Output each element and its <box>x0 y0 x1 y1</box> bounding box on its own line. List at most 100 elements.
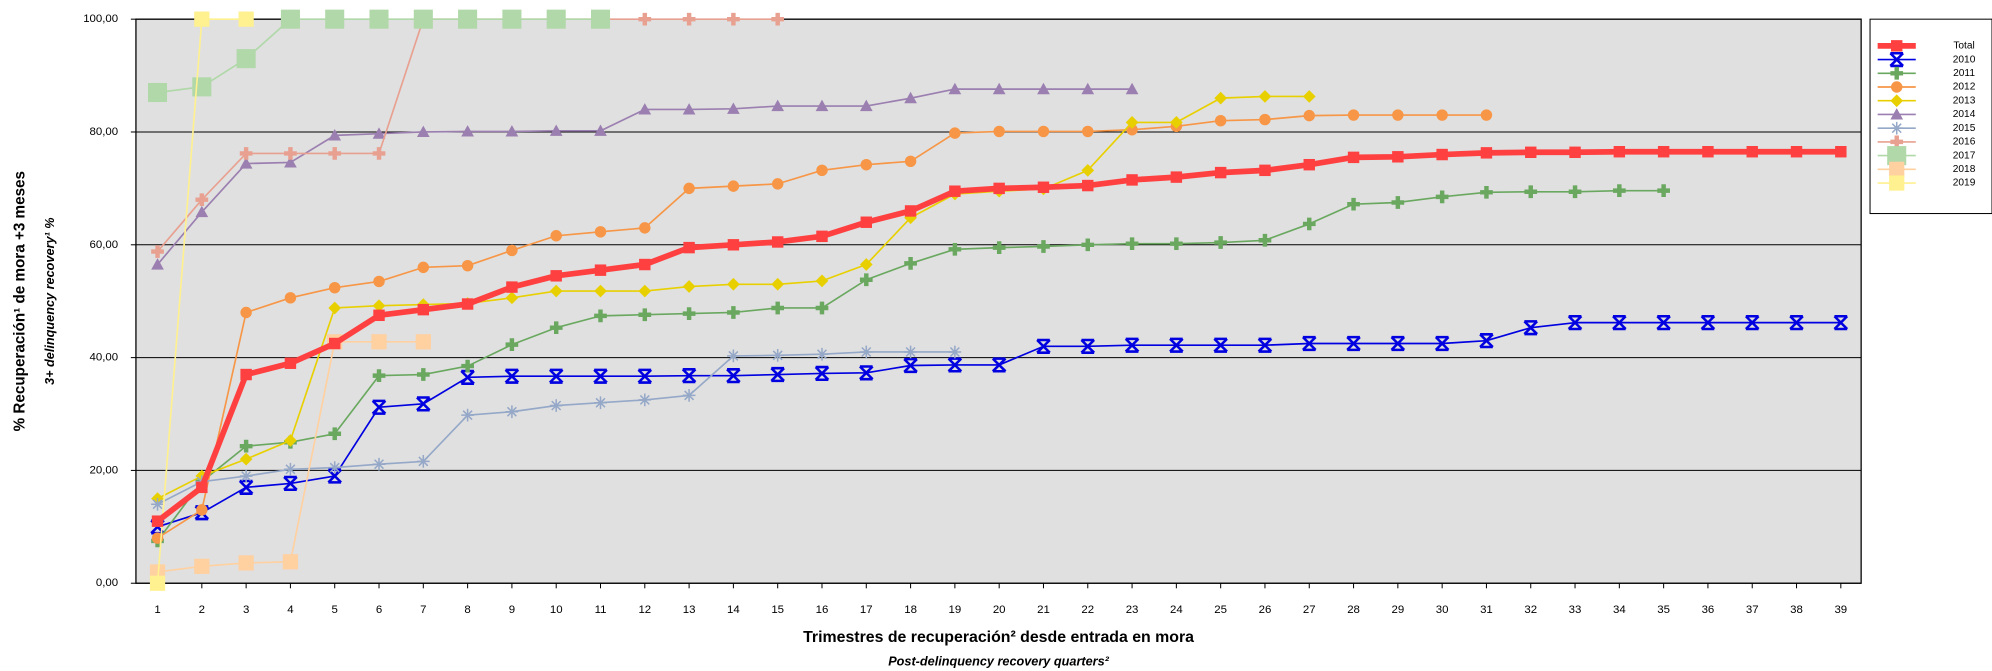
marker <box>328 129 342 141</box>
x-tick-label: 37 <box>1746 604 1759 616</box>
marker <box>284 147 297 160</box>
marker <box>239 469 253 483</box>
x-tick-label: 30 <box>1436 604 1449 616</box>
marker <box>1302 217 1316 231</box>
marker <box>550 270 562 282</box>
marker <box>239 157 253 169</box>
marker <box>1700 315 1716 331</box>
x-tick-label: 7 <box>420 604 426 616</box>
marker <box>727 349 740 363</box>
marker <box>594 396 607 410</box>
marker <box>1890 108 1904 120</box>
marker <box>417 303 430 316</box>
x-tick-label: 17 <box>860 604 873 616</box>
marker <box>238 11 254 27</box>
series-8 <box>148 9 611 103</box>
x-tick-label: 5 <box>332 604 338 616</box>
marker <box>505 125 519 137</box>
marker <box>1125 82 1139 95</box>
marker <box>1125 237 1139 251</box>
marker <box>372 299 386 313</box>
marker <box>1890 121 1904 135</box>
legend-label: 2018 <box>1953 164 1976 175</box>
x-tick-label: 23 <box>1126 604 1139 616</box>
x-tick-label: 19 <box>949 604 962 616</box>
marker <box>770 366 785 383</box>
x-tick-label: 9 <box>509 604 515 616</box>
marker <box>284 357 297 369</box>
marker <box>1525 146 1537 159</box>
marker <box>372 147 386 160</box>
marker <box>506 244 518 257</box>
marker <box>1889 175 1905 191</box>
legend-label: 2016 <box>1953 137 1976 148</box>
marker <box>1037 125 1050 138</box>
marker <box>505 338 519 351</box>
legend-label: Total <box>1953 41 1974 52</box>
marker <box>1612 184 1626 197</box>
marker <box>1568 185 1582 199</box>
marker <box>1126 124 1138 136</box>
marker <box>638 103 652 115</box>
marker <box>195 193 209 207</box>
marker <box>1480 109 1493 121</box>
marker <box>195 205 209 218</box>
marker <box>1346 335 1361 352</box>
marker <box>814 365 830 382</box>
marker <box>815 301 829 315</box>
marker <box>771 99 785 112</box>
marker <box>239 147 253 160</box>
marker <box>1891 81 1903 93</box>
marker <box>1081 238 1095 252</box>
marker <box>1523 320 1538 336</box>
x-tick-label: 14 <box>727 604 740 616</box>
marker <box>458 9 478 29</box>
x-tick-label: 38 <box>1790 604 1803 616</box>
marker <box>151 245 164 258</box>
marker <box>372 369 386 383</box>
marker <box>1258 233 1272 247</box>
marker <box>1082 125 1094 138</box>
marker <box>461 298 474 310</box>
marker <box>682 307 696 320</box>
marker <box>992 82 1006 95</box>
marker <box>727 239 740 251</box>
series-3 <box>151 109 1493 544</box>
marker <box>948 345 962 359</box>
marker <box>1347 197 1360 211</box>
x-tick-label: 12 <box>638 604 651 616</box>
marker <box>505 405 519 419</box>
marker <box>1303 158 1315 171</box>
marker <box>904 155 917 168</box>
marker <box>1257 337 1273 353</box>
marker <box>1170 116 1183 129</box>
marker <box>638 308 652 322</box>
y-tick-label: 80,00 <box>90 126 119 138</box>
legend-label: 2019 <box>1953 178 1976 189</box>
marker <box>682 103 696 115</box>
marker <box>280 9 300 29</box>
x-tick-label: 22 <box>1081 604 1094 616</box>
marker <box>192 77 212 97</box>
marker <box>328 147 342 160</box>
marker <box>325 9 345 29</box>
marker <box>1391 196 1405 209</box>
marker <box>860 216 873 228</box>
marker <box>771 178 784 190</box>
marker <box>771 277 785 291</box>
marker <box>590 9 611 29</box>
marker <box>859 365 874 381</box>
marker <box>683 241 695 254</box>
marker <box>327 468 342 484</box>
marker <box>1835 146 1847 158</box>
marker <box>859 258 873 271</box>
marker <box>1302 335 1317 352</box>
marker <box>637 368 653 384</box>
series-5 <box>151 82 1139 270</box>
marker <box>594 124 607 136</box>
x-tick-label: 35 <box>1657 604 1670 616</box>
marker <box>329 337 341 350</box>
marker <box>1081 82 1095 95</box>
legend-label: 2014 <box>1953 109 1976 120</box>
marker <box>1891 40 1903 52</box>
